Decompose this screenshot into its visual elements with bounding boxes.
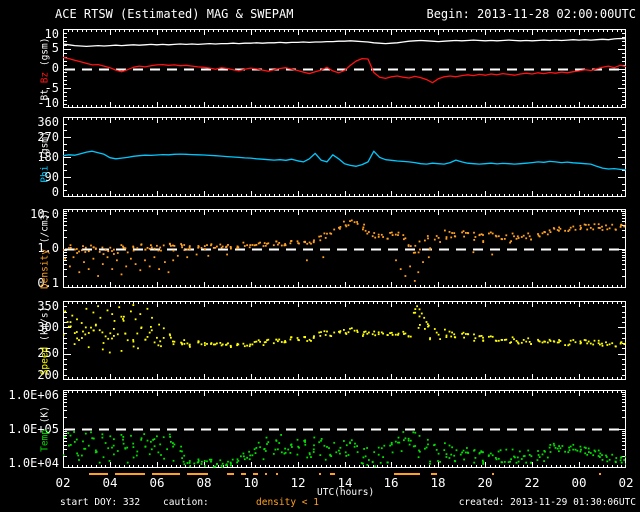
y-tick-label: 5 — [51, 41, 59, 55]
x-tick-label: 14 — [337, 475, 353, 490]
axis-label-part: (gsm) — [39, 131, 51, 166]
panel-mag — [63, 29, 626, 108]
axis-label-part: Phi — [39, 165, 51, 183]
panel-y-axis-label-phi: Phi (gsm) — [39, 131, 51, 183]
y-tick-label: 270 — [37, 130, 59, 144]
footer-created: created: 2013-11-29 01:30:06UTC — [458, 497, 636, 508]
caution-marker — [115, 473, 145, 475]
panel-temp — [63, 390, 626, 468]
y-tick-label: 1.0E+05 — [8, 422, 59, 436]
y-tick-label: 10 — [44, 27, 59, 41]
axis-label-part: Speed — [39, 346, 51, 376]
y-tick-label: 0.1 — [37, 276, 59, 290]
axis-label-part: (gsm) — [39, 37, 51, 72]
axis-label-part: Bt — [39, 83, 51, 101]
caution-marker — [227, 473, 234, 475]
series-phi — [63, 150, 626, 171]
caution-marker — [492, 473, 494, 475]
y-tick-label: 10.0 — [30, 207, 59, 221]
x-tick-label: 08 — [196, 475, 212, 490]
axis-label-part: Temp — [39, 429, 51, 452]
caution-marker — [431, 473, 437, 475]
panel-density — [63, 209, 626, 288]
caution-marker — [394, 473, 420, 475]
x-tick-label: 02 — [55, 475, 71, 490]
y-tick-label: 1.0 — [37, 241, 59, 255]
panel-frame-and-ticks — [63, 117, 626, 197]
series-temp — [63, 431, 626, 468]
footer-caution-value: density < 1 — [256, 497, 319, 508]
panel-y-axis-label-temp: Temp (K) — [39, 406, 51, 452]
y-tick-label: -10 — [37, 96, 59, 110]
caution-marker — [276, 473, 278, 475]
series-bz — [63, 56, 626, 84]
y-tick-label: 360 — [37, 115, 59, 129]
x-tick-label: 22 — [524, 475, 540, 490]
y-tick-label: 350 — [37, 299, 59, 313]
x-tick-label: 04 — [102, 475, 118, 490]
panel-phi — [63, 117, 626, 197]
footer-caution-label: caution: — [163, 497, 209, 508]
panel-y-axis-label-density: Density (/cm3) — [39, 208, 51, 290]
caution-marker — [89, 473, 108, 475]
y-tick-label: 0 — [51, 185, 59, 199]
caution-marker — [241, 473, 246, 475]
series-density — [63, 219, 626, 255]
y-tick-label: 180 — [37, 150, 59, 164]
y-tick-label: 250 — [37, 346, 59, 360]
x-tick-label: 06 — [149, 475, 165, 490]
series-density_outliers — [64, 251, 494, 282]
x-tick-label: 00 — [571, 475, 587, 490]
axis-label-part: (K) — [39, 406, 51, 429]
begin-timestamp: Begin: 2013-11-28 02:00:00UTC — [426, 7, 636, 21]
x-tick-label: 10 — [243, 475, 259, 490]
series-speed_outliers — [64, 304, 430, 354]
caution-marker — [330, 473, 335, 475]
y-tick-label: 1.0E+06 — [8, 388, 59, 402]
axis-label-part: (/cm3) — [39, 208, 51, 249]
x-tick-label: 02 — [618, 475, 634, 490]
panel-y-axis-label-speed: Speed (km/s) — [39, 306, 51, 376]
caution-marker — [152, 473, 180, 475]
panel-frame-and-ticks — [63, 29, 626, 108]
caution-marker — [187, 473, 208, 475]
plot-title: ACE RTSW (Estimated) MAG & SWEPAM — [55, 7, 294, 21]
caution-marker — [599, 473, 601, 475]
axis-label-part: Density — [39, 249, 51, 290]
y-tick-label: 200 — [37, 368, 59, 382]
panel-frame-and-ticks — [63, 209, 626, 288]
panel-speed — [63, 301, 626, 380]
axis-label-part: (km/s) — [39, 306, 51, 347]
y-tick-label: 1.0E+04 — [8, 456, 59, 470]
x-tick-label: 16 — [383, 475, 399, 490]
caution-marker — [253, 473, 258, 475]
panel-frame-and-ticks — [63, 301, 626, 380]
x-tick-label: 18 — [430, 475, 446, 490]
y-tick-label: 0 — [51, 61, 59, 75]
y-tick-label: 90 — [44, 170, 59, 184]
axis-label-part: Bz — [39, 71, 51, 84]
caution-marker — [265, 473, 267, 475]
footer-start-doy: start DOY: 332 — [60, 497, 141, 508]
caution-marker — [319, 473, 321, 475]
panel-frame-and-ticks — [63, 390, 626, 468]
x-tick-label: 12 — [290, 475, 306, 490]
series-speed — [63, 308, 626, 348]
y-tick-label: 300 — [37, 320, 59, 334]
panel-y-axis-label-mag: Bt Bz (gsm) — [39, 37, 51, 101]
series-bt — [63, 37, 626, 48]
x-tick-label: 20 — [477, 475, 493, 490]
x-axis-label: UTC(hours) — [317, 487, 375, 498]
y-tick-label: -5 — [44, 81, 59, 95]
